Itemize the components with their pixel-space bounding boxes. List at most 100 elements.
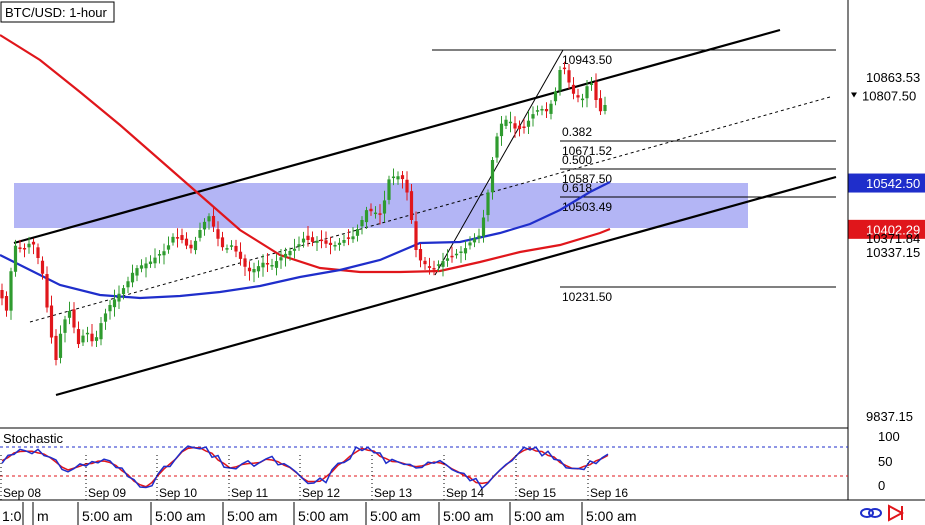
candle-body (229, 245, 234, 247)
price-tick-label: 10807.50 (862, 89, 916, 104)
candle-body (580, 98, 585, 101)
fibonacci-retracement: 10943.50 0.382 10671.520.500 10587.500.618 1… (432, 49, 836, 304)
date-labels: Sep 08 Sep 09 Sep 10 Sep 11 Sep 12 Sep 13 Sep … (0, 455, 628, 500)
candle-body (382, 200, 387, 214)
channel-mid-line (29, 96, 831, 323)
candle-body (427, 266, 432, 268)
candle-body (360, 220, 364, 227)
candle-body (31, 241, 36, 245)
price-tick: 9837.15 (866, 409, 913, 424)
candle-body (405, 179, 409, 193)
candle-body (571, 84, 576, 94)
candle-body (450, 255, 454, 258)
candle-body (135, 268, 139, 276)
candle-body (468, 242, 472, 246)
candle-body (121, 288, 126, 295)
candle-body (198, 230, 202, 238)
fib-trend-line (434, 49, 564, 276)
candle-body (522, 126, 526, 129)
date-label: Sep 12 (302, 486, 340, 500)
candle-body (153, 257, 157, 264)
date-label: Sep 15 (518, 486, 556, 500)
candle-body (261, 262, 265, 268)
fib-price-label: 10503.49 (562, 200, 612, 214)
candle-body (256, 266, 261, 272)
price-tick: 10542.50 (848, 173, 925, 193)
candle-body (346, 237, 351, 239)
candle-body (252, 269, 256, 273)
support-zone (14, 183, 748, 228)
candle-body (324, 240, 328, 244)
candle-body (99, 323, 103, 340)
candle-body (292, 248, 297, 251)
candle-body (508, 121, 513, 124)
candle-body (414, 221, 418, 250)
candle-body (108, 305, 112, 312)
price-tick-label: 10542.50 (866, 176, 920, 191)
candle-body (396, 176, 400, 180)
candlestick-series (0, 61, 607, 366)
candle-body (4, 296, 9, 311)
candle-body (432, 268, 436, 270)
candle-body (558, 70, 562, 91)
candle-body (139, 265, 144, 269)
candle-body (387, 179, 391, 200)
price-tick-label: 10371.84 (866, 231, 920, 246)
stochastic-axis: 100 50 0 (878, 429, 900, 493)
candle-body (369, 208, 373, 212)
stochastic-label: Stochastic (3, 431, 63, 446)
time-label: 5:00 am (514, 508, 565, 524)
candle-body (544, 108, 549, 112)
arrow-icon[interactable] (888, 504, 905, 522)
candle-body (441, 261, 445, 267)
candle-body (166, 245, 171, 250)
link-icon[interactable] (860, 508, 882, 518)
candle-body (328, 242, 333, 245)
candle-body (184, 238, 189, 246)
candle-body (9, 271, 13, 311)
candle-body (22, 247, 27, 250)
candle-body (598, 98, 603, 112)
candle-body (531, 114, 535, 119)
candle-body (40, 260, 45, 274)
date-label: Sep 11 (231, 486, 268, 500)
candle-body (207, 216, 211, 222)
price-axis: 10863.53 10807.50 10542.50 10402.2910371.84… (848, 67, 925, 424)
fib-price-label: 10943.50 (562, 53, 612, 67)
candle-body (220, 237, 225, 248)
channel-lower-line (55, 175, 837, 397)
candle-body (157, 254, 162, 256)
candle-body (85, 332, 90, 335)
candle-body (27, 243, 31, 248)
date-label: Sep 16 (590, 486, 628, 500)
candle-body (49, 305, 54, 338)
candle-body (234, 245, 238, 252)
candle-body (297, 244, 301, 247)
candle-body (144, 263, 148, 269)
fib-price-label: 10231.50 (562, 290, 612, 304)
candle-body (526, 120, 531, 127)
candle-body (504, 119, 508, 126)
candle-body (409, 191, 414, 220)
candle-body (319, 239, 324, 242)
candle-body (517, 125, 522, 130)
candle-body (315, 240, 319, 243)
price-tick: 10337.15 (866, 245, 920, 260)
candle-body (333, 245, 337, 247)
time-label: 5:00 am (155, 508, 206, 524)
price-tick: 10402.29 (848, 219, 925, 239)
candle-body (76, 329, 81, 345)
candle-body (126, 281, 130, 288)
candle-body (472, 238, 477, 243)
candle-body (418, 249, 423, 261)
candle-body (486, 192, 490, 216)
candle-body (202, 221, 207, 230)
candle-body (436, 264, 441, 266)
candle-body (243, 258, 247, 267)
candle-body (499, 123, 504, 137)
stochastic-tick-label: 0 (878, 478, 885, 493)
candle-body (171, 236, 175, 243)
candle-body (306, 235, 310, 240)
